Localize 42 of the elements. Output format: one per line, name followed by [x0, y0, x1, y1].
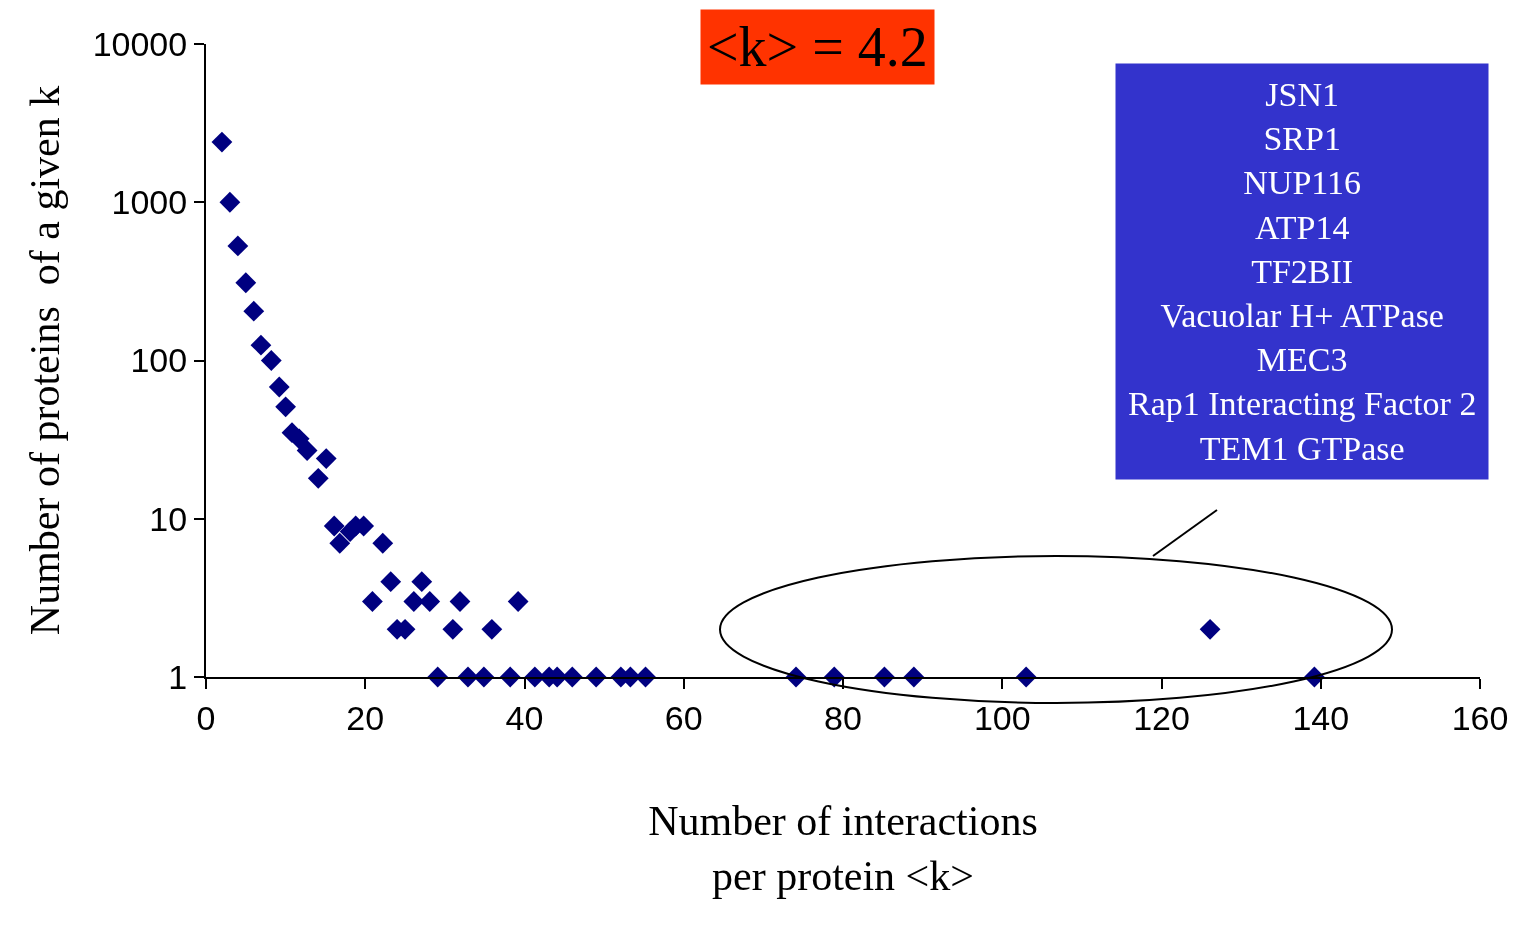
- x-tick-label: 120: [1133, 698, 1190, 737]
- y-tick-label: 100: [130, 341, 188, 380]
- point: [275, 396, 297, 418]
- point: [507, 591, 529, 612]
- y-tick-label: 1: [168, 657, 188, 696]
- point: [323, 515, 345, 537]
- point: [227, 235, 249, 257]
- point: [260, 350, 282, 371]
- point: [219, 191, 241, 213]
- point: [481, 618, 503, 640]
- y-tick-label: 10: [149, 499, 188, 538]
- point: [296, 440, 318, 461]
- annotation: <k> = 4.2: [707, 16, 928, 78]
- x-axis-title: Number of interactions per protein <k>: [648, 798, 1038, 899]
- point: [442, 618, 464, 640]
- x-tick-label: 140: [1292, 698, 1350, 737]
- x-tick-label: 80: [824, 698, 862, 737]
- y-tick-label: 1000: [111, 183, 188, 222]
- x-tick-label: 20: [346, 698, 385, 737]
- point: [380, 571, 402, 593]
- point: [372, 532, 394, 554]
- x-tick-label: 0: [196, 698, 216, 737]
- y-tick-label: 10000: [92, 24, 188, 63]
- point: [449, 591, 471, 612]
- point: [250, 334, 272, 356]
- point: [211, 131, 233, 153]
- point: [362, 591, 383, 612]
- point: [268, 376, 290, 398]
- x-tick-label: 40: [505, 698, 544, 737]
- point: [307, 467, 329, 489]
- point: [315, 448, 337, 469]
- point: [329, 532, 351, 554]
- point: [1199, 618, 1221, 640]
- text: JSN1 SRP1 NUP116 ATP14 TF2BII Vacuolar H+ ATPase MEC3 Rap1 Interacting Factor 2 TEM1 GTPase: [1128, 76, 1477, 467]
- x-tick-label: 60: [664, 698, 703, 737]
- point: [243, 300, 265, 322]
- x-tick-label: 100: [973, 698, 1031, 737]
- point: [235, 272, 257, 294]
- point: [419, 591, 441, 612]
- point: [411, 571, 433, 593]
- y-axis-title: Number of proteins of a given k: [21, 85, 68, 636]
- x-tick-label: 160: [1451, 698, 1509, 737]
